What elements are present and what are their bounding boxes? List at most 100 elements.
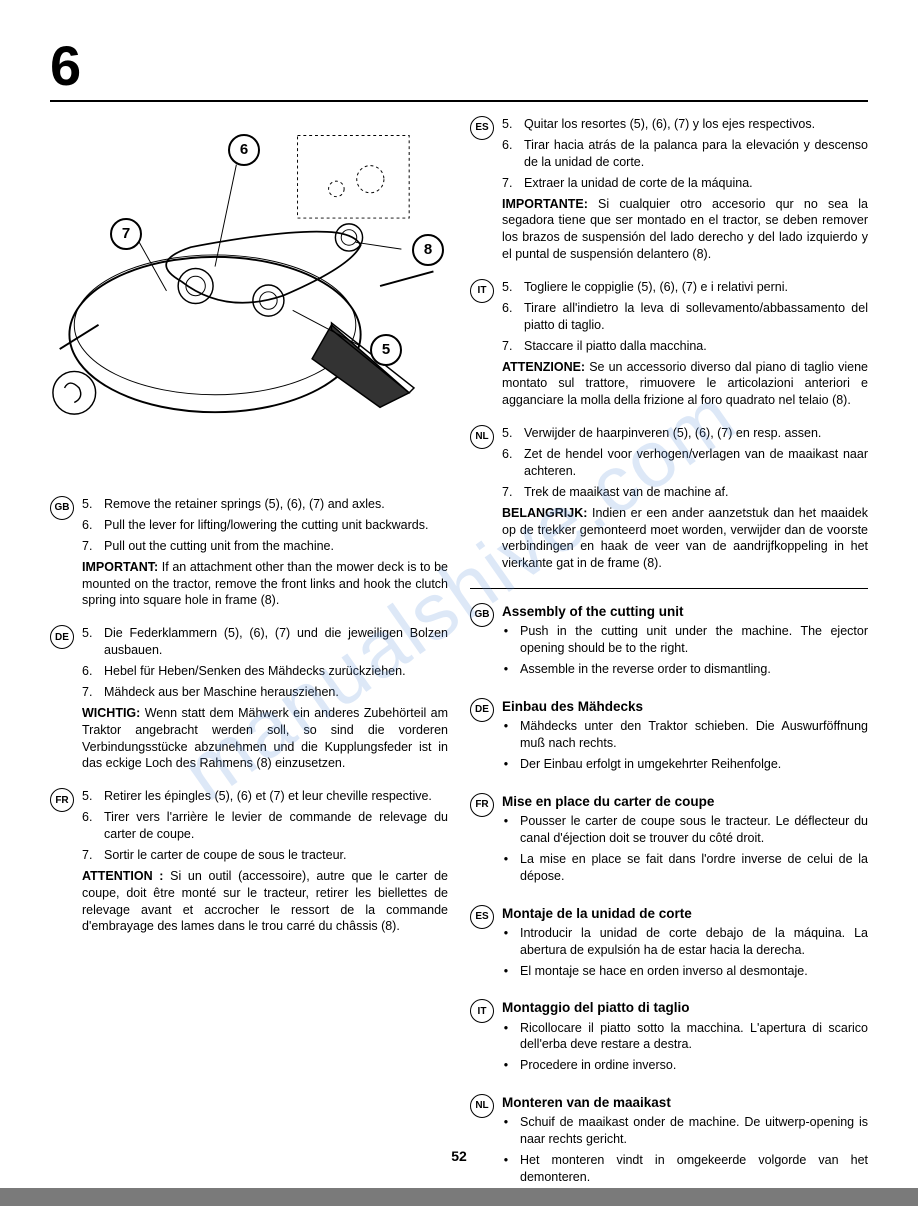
lang-badge-gb: GB xyxy=(50,496,74,520)
bullet-list: •Pousser le carter de coupe sous le trac… xyxy=(502,813,868,885)
section-gb: GB 5. Remove the retainer springs (5), (6)… xyxy=(50,496,448,609)
section-fr: FR 5.Retirer les épingles (5), (6) et (7)… xyxy=(50,788,448,935)
item-text: Extraer la unidad de corte de la máquina… xyxy=(524,175,753,192)
list-item: 6.Zet de hendel voor verhogen/verlagen v… xyxy=(502,446,868,480)
numbered-list: 5.Togliere le coppiglie (5), (6), (7) e … xyxy=(502,279,868,355)
numbered-list: 5.Retirer les épingles (5), (6) et (7) e… xyxy=(82,788,448,864)
lang-badge-nl: NL xyxy=(470,1094,494,1118)
bullet-marker: • xyxy=(502,756,510,773)
lang-badge-es: ES xyxy=(470,116,494,140)
left-column: 6 7 8 5 GB 5. Remove the retainer springs (5)… xyxy=(50,116,448,1206)
item-number: 6. xyxy=(82,517,96,534)
lang-badge-it: IT xyxy=(470,999,494,1023)
section-it: IT 5.Togliere le coppiglie (5), (6), (7) … xyxy=(470,279,868,409)
list-item: 5.Quitar los resortes (5), (6), (7) y lo… xyxy=(502,116,868,133)
bullet-list: • Ricollocare il piatto sotto la macchina… xyxy=(502,1020,868,1075)
page-number-bottom: 52 xyxy=(0,1148,918,1164)
bullet-item: • Schuif de maaikast onder de machine. De… xyxy=(502,1114,868,1148)
diagram-callout-7: 7 xyxy=(110,218,142,250)
lang-badge-gb: GB xyxy=(470,603,494,627)
list-item: 5.Retirer les épingles (5), (6) et (7) e… xyxy=(82,788,448,805)
item-text: Pull out the cutting unit from the machi… xyxy=(104,538,334,555)
lang-badge-de: DE xyxy=(50,625,74,649)
diagram-callout-5: 5 xyxy=(370,334,402,366)
bullet-list: • Introducir la unidad de corte debajo de… xyxy=(502,925,868,980)
bullet-item: •Der Einbau erfolgt in umgekehrter Reihe… xyxy=(502,756,868,773)
section-body: Mise en place du carter de coupe •Pousser… xyxy=(502,793,868,889)
item-number: 6. xyxy=(82,663,96,680)
item-number: 5. xyxy=(82,496,96,513)
item-number: 7. xyxy=(502,175,516,192)
diagram-callout-6: 6 xyxy=(228,134,260,166)
bullet-text: Schuif de maaikast onder de machine. De … xyxy=(520,1114,868,1148)
item-text: Retirer les épingles (5), (6) et (7) et … xyxy=(104,788,432,805)
list-item: 5.Die Federklammern (5), (6), (7) und di… xyxy=(82,625,448,659)
list-item: 7.Mähdeck aus ber Maschine herausziehen. xyxy=(82,684,448,701)
bullet-marker: • xyxy=(502,963,510,980)
item-text: Remove the retainer springs (5), (6), (7… xyxy=(104,496,385,513)
section-body: 5.Quitar los resortes (5), (6), (7) y lo… xyxy=(502,116,868,263)
assembly-section-nl: NLMonteren van de maaikast•Schuif de maa… xyxy=(470,1094,868,1190)
lang-badge-fr: FR xyxy=(50,788,74,812)
important-label: IMPORTANT: xyxy=(82,560,162,574)
section-body: 5.Verwijder de haarpinveren (5), (6), (7… xyxy=(502,425,868,572)
section-es: ES 5.Quitar los resortes (5), (6), (7) y … xyxy=(470,116,868,263)
assembly-title: Assembly of the cutting unit xyxy=(502,603,868,621)
list-item: 6.Tirare all'indietro la leva di solleva… xyxy=(502,300,868,334)
bullet-marker: • xyxy=(502,1114,510,1148)
important-label: BELANGRIJK: xyxy=(502,506,592,520)
item-number: 7. xyxy=(502,484,516,501)
bullet-item: • La mise en place se fait dans l'ordre i… xyxy=(502,851,868,885)
important-label: WICHTIG: xyxy=(82,706,145,720)
bullet-marker: • xyxy=(502,1020,510,1054)
section-body: 5.Retirer les épingles (5), (6) et (7) e… xyxy=(82,788,448,935)
bullet-text: El montaje se hace en orden inverso al d… xyxy=(520,963,808,980)
bullet-text: La mise en place se fait dans l'ordre in… xyxy=(520,851,868,885)
item-text: Hebel für Heben/Senken des Mähdecks zurü… xyxy=(104,663,406,680)
section-body: 5.Die Federklammern (5), (6), (7) und di… xyxy=(82,625,448,772)
numbered-list: 5.Die Federklammern (5), (6), (7) und di… xyxy=(82,625,448,701)
bullet-marker: • xyxy=(502,718,510,752)
bullet-marker: • xyxy=(502,851,510,885)
assembly-title: Montaggio del piatto di taglio xyxy=(502,999,868,1017)
list-item: 5.Togliere le coppiglie (5), (6), (7) e … xyxy=(502,279,868,296)
bullet-text: Assemble in the reverse order to dismant… xyxy=(520,661,771,678)
item-text: Zet de hendel voor verhogen/verlagen van… xyxy=(524,446,868,480)
important-label: ATTENZIONE: xyxy=(502,360,589,374)
lang-badge-it: IT xyxy=(470,279,494,303)
bullet-text: Ricollocare il piatto sotto la macchina.… xyxy=(520,1020,868,1054)
list-item: 5.Verwijder de haarpinveren (5), (6), (7… xyxy=(502,425,868,442)
bullet-item: •Introducir la unidad de corte debajo de… xyxy=(502,925,868,959)
item-number: 6. xyxy=(82,809,96,843)
bullet-text: Introducir la unidad de corte debajo de … xyxy=(520,925,868,959)
lang-badge-nl: NL xyxy=(470,425,494,449)
numbered-list: 5. Remove the retainer springs (5), (6), … xyxy=(82,496,448,555)
list-item: 7.Trek de maaikast van de machine af. xyxy=(502,484,868,501)
important-note: IMPORTANT: If an attachment other than t… xyxy=(82,559,448,610)
assembly-section-fr: FR Mise en place du carter de coupe •Pouss… xyxy=(470,793,868,889)
section-body: 5. Remove the retainer springs (5), (6), … xyxy=(82,496,448,609)
section-body: Montaggio del piatto di taglio • Ricolloca… xyxy=(502,999,868,1078)
bullet-item: •Pousser le carter de coupe sous le trac… xyxy=(502,813,868,847)
bullet-marker: • xyxy=(502,1057,510,1074)
diagram-callout-8: 8 xyxy=(412,234,444,266)
list-item: 6.Tirar hacia atrás de la palanca para l… xyxy=(502,137,868,171)
content-columns: 6 7 8 5 GB 5. Remove the retainer springs (5)… xyxy=(50,116,868,1206)
mid-divider xyxy=(470,588,868,589)
bullet-item: • Procedere in ordine inverso. xyxy=(502,1057,868,1074)
assembly-section-it: IT Montaggio del piatto di taglio • Ricollo… xyxy=(470,999,868,1078)
assembly-title: Mise en place du carter de coupe xyxy=(502,793,868,811)
mower-illustration xyxy=(50,116,448,456)
item-number: 5. xyxy=(502,425,516,442)
numbered-list: 5.Verwijder de haarpinveren (5), (6), (7… xyxy=(502,425,868,501)
bullet-text: Procedere in ordine inverso. xyxy=(520,1057,676,1074)
bullet-marker: • xyxy=(502,661,510,678)
section-de: DE 5.Die Federklammern (5), (6), (7) und … xyxy=(50,625,448,772)
top-divider xyxy=(50,100,868,102)
numbered-list: 5.Quitar los resortes (5), (6), (7) y lo… xyxy=(502,116,868,192)
lang-badge-fr: FR xyxy=(470,793,494,817)
bullet-marker: • xyxy=(502,813,510,847)
important-note: ATTENTION : Si un outil (accessoire), au… xyxy=(82,868,448,936)
item-number: 7. xyxy=(82,538,96,555)
item-text: Mähdeck aus ber Maschine herausziehen. xyxy=(104,684,339,701)
